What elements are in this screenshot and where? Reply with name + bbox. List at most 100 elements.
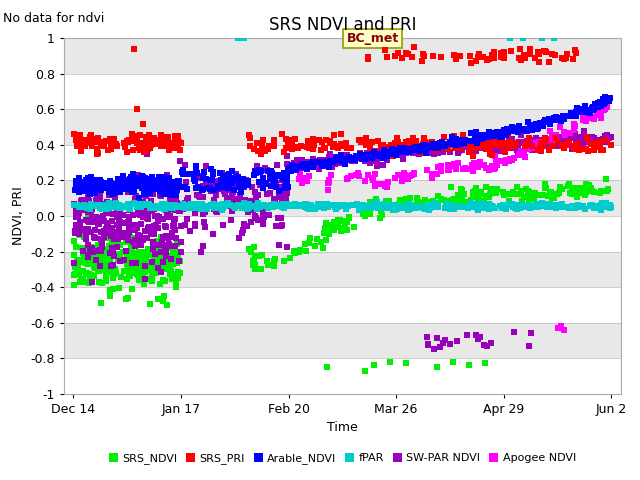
Point	[93, 250, 103, 258]
Point	[422, 144, 432, 152]
Point	[457, 196, 467, 204]
Point	[557, 54, 567, 62]
Point	[547, 50, 557, 58]
Point	[367, 138, 377, 145]
Point	[175, 248, 186, 255]
X-axis label: Time: Time	[327, 421, 358, 434]
Point	[91, 256, 101, 264]
Point	[80, 142, 90, 150]
Point	[94, 258, 104, 265]
Point	[214, 203, 225, 210]
Point	[223, 171, 234, 179]
Point	[104, 135, 115, 143]
Point	[282, 171, 292, 179]
Point	[141, 266, 151, 274]
Point	[302, 144, 312, 151]
Point	[373, 137, 383, 144]
Point	[532, 203, 542, 210]
Point	[333, 222, 344, 230]
Point	[159, 248, 170, 255]
Point	[330, 203, 340, 211]
Point	[140, 189, 150, 197]
Point	[544, 203, 554, 211]
Point	[582, 136, 593, 144]
Point	[422, 167, 432, 174]
Point	[130, 236, 140, 244]
Point	[147, 179, 157, 187]
Point	[425, 142, 435, 149]
Point	[244, 134, 255, 142]
Point	[107, 201, 117, 208]
Point	[412, 196, 422, 204]
Point	[156, 261, 166, 268]
Point	[141, 235, 151, 242]
Point	[443, 161, 453, 168]
Point	[515, 151, 525, 159]
Point	[166, 185, 176, 192]
Point	[516, 147, 527, 155]
Point	[79, 251, 89, 259]
Point	[136, 175, 147, 182]
Point	[453, 149, 463, 156]
Point	[455, 195, 465, 203]
Point	[338, 156, 348, 164]
Point	[152, 136, 163, 144]
Point	[151, 204, 161, 212]
Point	[113, 183, 123, 191]
Point	[478, 141, 488, 149]
Point	[369, 153, 380, 161]
Point	[399, 203, 410, 211]
Point	[171, 133, 181, 141]
Point	[172, 199, 182, 207]
Point	[370, 170, 380, 178]
Point	[157, 179, 167, 186]
Point	[528, 121, 538, 129]
Point	[106, 179, 116, 187]
Point	[545, 188, 555, 196]
Point	[408, 203, 418, 210]
Point	[150, 179, 161, 187]
Point	[455, 196, 465, 204]
Point	[548, 134, 559, 142]
Point	[293, 144, 303, 152]
Point	[250, 189, 260, 196]
Point	[507, 139, 517, 146]
Point	[120, 202, 130, 209]
Point	[102, 263, 113, 271]
Point	[417, 199, 427, 206]
Point	[520, 153, 531, 160]
Point	[490, 150, 500, 157]
Point	[161, 143, 172, 150]
Point	[593, 101, 604, 109]
Point	[321, 236, 331, 244]
Point	[484, 201, 494, 208]
Point	[292, 161, 302, 168]
Point	[70, 270, 81, 278]
Point	[87, 142, 97, 150]
Point	[162, 139, 172, 147]
Point	[333, 204, 344, 211]
Point	[458, 165, 468, 173]
Point	[95, 252, 106, 260]
Point	[519, 203, 529, 211]
Point	[337, 156, 348, 164]
Point	[70, 221, 81, 228]
Point	[97, 183, 107, 191]
Point	[600, 106, 610, 113]
Point	[140, 227, 150, 235]
Point	[529, 124, 539, 132]
Point	[548, 135, 559, 143]
Point	[76, 142, 86, 149]
Point	[570, 47, 580, 54]
Point	[127, 170, 138, 178]
Point	[150, 257, 161, 265]
Point	[509, 202, 519, 209]
Point	[212, 180, 222, 188]
Point	[115, 250, 125, 258]
Point	[305, 235, 315, 242]
Point	[156, 178, 166, 186]
Point	[428, 200, 438, 208]
Point	[507, 137, 517, 145]
Point	[344, 154, 355, 161]
Point	[510, 140, 520, 147]
